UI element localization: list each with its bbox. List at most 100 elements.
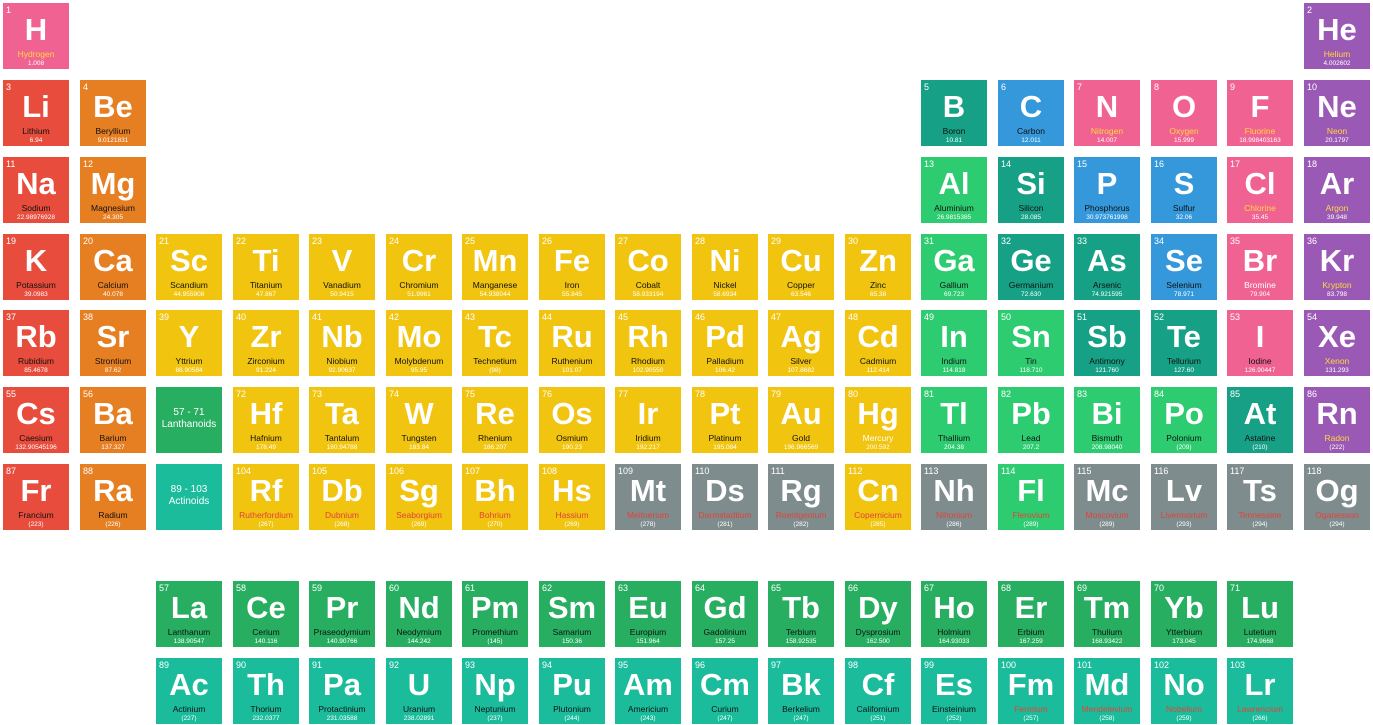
- element-hassium[interactable]: 108 Hs Hassium (269): [539, 464, 605, 530]
- element-lutetium[interactable]: 71 Lu Lutetium 174.9668: [1227, 581, 1293, 647]
- element-chlorine[interactable]: 17 Cl Chlorine 35.45: [1227, 157, 1293, 223]
- element-bohrium[interactable]: 107 Bh Bohrium (270): [462, 464, 528, 530]
- element-copernicium[interactable]: 112 Cn Copernicium (285): [845, 464, 911, 530]
- element-holmium[interactable]: 67 Ho Holmium 164.93033: [921, 581, 987, 647]
- element-meitnerium[interactable]: 109 Mt Meitnerium (278): [615, 464, 681, 530]
- element-copper[interactable]: 29 Cu Copper 63.546: [768, 234, 834, 300]
- element-zinc[interactable]: 30 Zn Zinc 65.38: [845, 234, 911, 300]
- element-roentgenium[interactable]: 111 Rg Roentgenium (282): [768, 464, 834, 530]
- element-fermium[interactable]: 100 Fm Fermium (257): [998, 658, 1064, 724]
- element-silicon[interactable]: 14 Si Silicon 28.085: [998, 157, 1064, 223]
- element-nickel[interactable]: 28 Ni Nickel 58.6934: [692, 234, 758, 300]
- actinoids-placeholder[interactable]: 89 - 103 Actinoids: [156, 464, 222, 530]
- element-uranium[interactable]: 92 U Uranium 238.02891: [386, 658, 452, 724]
- element-europium[interactable]: 63 Eu Europium 151.964: [615, 581, 681, 647]
- element-osmium[interactable]: 76 Os Osmium 190.23: [539, 387, 605, 453]
- element-thallium[interactable]: 81 Tl Thallium 204.38: [921, 387, 987, 453]
- element-tantalum[interactable]: 73 Ta Tantalum 180.94788: [309, 387, 375, 453]
- element-radium[interactable]: 88 Ra Radium (226): [80, 464, 146, 530]
- element-oganesson[interactable]: 118 Og Oganesson (294): [1304, 464, 1370, 530]
- element-oxygen[interactable]: 8 O Oxygen 15.999: [1151, 80, 1217, 146]
- element-nitrogen[interactable]: 7 N Nitrogen 14.007: [1074, 80, 1140, 146]
- element-thulium[interactable]: 69 Tm Thulium 168.93422: [1074, 581, 1140, 647]
- element-polonium[interactable]: 84 Po Polonium (209): [1151, 387, 1217, 453]
- element-bismuth[interactable]: 83 Bi Bismuth 208.98040: [1074, 387, 1140, 453]
- element-tin[interactable]: 50 Sn Tin 118.710: [998, 310, 1064, 376]
- element-hafnium[interactable]: 72 Hf Hafnium 178.49: [233, 387, 299, 453]
- element-berkelium[interactable]: 97 Bk Berkelium (247): [768, 658, 834, 724]
- element-livermorium[interactable]: 116 Lv Livermorium (293): [1151, 464, 1217, 530]
- element-titanium[interactable]: 22 Ti Titanium 47.867: [233, 234, 299, 300]
- lanthanoids-placeholder[interactable]: 57 - 71 Lanthanoids: [156, 387, 222, 453]
- element-molybdenum[interactable]: 42 Mo Molybdenum 95.95: [386, 310, 452, 376]
- element-hydrogen[interactable]: 1 H Hydrogen 1.008: [3, 3, 69, 69]
- element-astatine[interactable]: 85 At Astatine (210): [1227, 387, 1293, 453]
- element-barium[interactable]: 56 Ba Barium 137.327: [80, 387, 146, 453]
- element-magnesium[interactable]: 12 Mg Magnesium 24.305: [80, 157, 146, 223]
- element-beryllium[interactable]: 4 Be Beryllium 9.0121831: [80, 80, 146, 146]
- element-scandium[interactable]: 21 Sc Scandium 44.955908: [156, 234, 222, 300]
- element-helium[interactable]: 2 He Helium 4.002602: [1304, 3, 1370, 69]
- element-francium[interactable]: 87 Fr Francium (223): [3, 464, 69, 530]
- element-promethium[interactable]: 61 Pm Promethium (145): [462, 581, 528, 647]
- element-cobalt[interactable]: 27 Co Cobalt 58.933194: [615, 234, 681, 300]
- element-gold[interactable]: 79 Au Gold 196.966569: [768, 387, 834, 453]
- element-actinium[interactable]: 89 Ac Actinium (227): [156, 658, 222, 724]
- element-dubnium[interactable]: 105 Db Dubnium (268): [309, 464, 375, 530]
- element-gadolinium[interactable]: 64 Gd Gadolinium 157.25: [692, 581, 758, 647]
- element-nihonium[interactable]: 113 Nh Nihonium (286): [921, 464, 987, 530]
- element-ytterbium[interactable]: 70 Yb Ytterbium 173.045: [1151, 581, 1217, 647]
- element-strontium[interactable]: 38 Sr Strontium 87.62: [80, 310, 146, 376]
- element-samarium[interactable]: 62 Sm Samarium 150.36: [539, 581, 605, 647]
- element-calcium[interactable]: 20 Ca Calcium 40.078: [80, 234, 146, 300]
- element-iridium[interactable]: 77 Ir Iridium 192.217: [615, 387, 681, 453]
- element-sulfur[interactable]: 16 S Sulfur 32.06: [1151, 157, 1217, 223]
- element-tungsten[interactable]: 74 W Tungsten 183.84: [386, 387, 452, 453]
- element-plutonium[interactable]: 94 Pu Plutonium (244): [539, 658, 605, 724]
- element-gallium[interactable]: 31 Ga Gallium 69.723: [921, 234, 987, 300]
- element-xenon[interactable]: 54 Xe Xenon 131.293: [1304, 310, 1370, 376]
- element-lanthanum[interactable]: 57 La Lanthanum 138.90547: [156, 581, 222, 647]
- element-lithium[interactable]: 3 Li Lithium 6.94: [3, 80, 69, 146]
- element-thorium[interactable]: 90 Th Thorium 232.0377: [233, 658, 299, 724]
- element-platinum[interactable]: 78 Pt Platinum 195.084: [692, 387, 758, 453]
- element-niobium[interactable]: 41 Nb Niobium 92.90637: [309, 310, 375, 376]
- element-boron[interactable]: 5 B Boron 10.81: [921, 80, 987, 146]
- element-dysprosium[interactable]: 66 Dy Dysprosium 162.500: [845, 581, 911, 647]
- element-fluorine[interactable]: 9 F Fluorine 18.998403163: [1227, 80, 1293, 146]
- element-krypton[interactable]: 36 Kr Krypton 83.798: [1304, 234, 1370, 300]
- element-nobelium[interactable]: 102 No Nobelium (259): [1151, 658, 1217, 724]
- element-cadmium[interactable]: 48 Cd Cadmium 112.414: [845, 310, 911, 376]
- element-chromium[interactable]: 24 Cr Chromium 51.9961: [386, 234, 452, 300]
- element-mercury[interactable]: 80 Hg Mercury 200.592: [845, 387, 911, 453]
- element-phosphorus[interactable]: 15 P Phosphorus 30.973761998: [1074, 157, 1140, 223]
- element-sodium[interactable]: 11 Na Sodium 22.98976928: [3, 157, 69, 223]
- element-caesium[interactable]: 55 Cs Caesium 132.90545196: [3, 387, 69, 453]
- element-antimony[interactable]: 51 Sb Antimony 121.760: [1074, 310, 1140, 376]
- element-americium[interactable]: 95 Am Americium (243): [615, 658, 681, 724]
- element-aluminium[interactable]: 13 Al Aluminium 26.9815385: [921, 157, 987, 223]
- element-lawrencium[interactable]: 103 Lr Lawrencium (266): [1227, 658, 1293, 724]
- element-ruthenium[interactable]: 44 Ru Ruthenium 101.07: [539, 310, 605, 376]
- element-tennessine[interactable]: 117 Ts Tennessine (294): [1227, 464, 1293, 530]
- element-iodine[interactable]: 53 I Iodine 126.90447: [1227, 310, 1293, 376]
- element-indium[interactable]: 49 In Indium 114.818: [921, 310, 987, 376]
- element-rhodium[interactable]: 45 Rh Rhodium 102.90550: [615, 310, 681, 376]
- element-flerovium[interactable]: 114 Fl Flerovium (289): [998, 464, 1064, 530]
- element-moscovium[interactable]: 115 Mc Moscovium (289): [1074, 464, 1140, 530]
- element-silver[interactable]: 47 Ag Silver 107.8682: [768, 310, 834, 376]
- element-neptunium[interactable]: 93 Np Neptunium (237): [462, 658, 528, 724]
- element-bromine[interactable]: 35 Br Bromine 79.904: [1227, 234, 1293, 300]
- element-protactinium[interactable]: 91 Pa Protactinium 231.03588: [309, 658, 375, 724]
- element-radon[interactable]: 86 Rn Radon (222): [1304, 387, 1370, 453]
- element-curium[interactable]: 96 Cm Curium (247): [692, 658, 758, 724]
- element-selenium[interactable]: 34 Se Selenium 78.971: [1151, 234, 1217, 300]
- element-arsenic[interactable]: 33 As Arsenic 74.921595: [1074, 234, 1140, 300]
- element-carbon[interactable]: 6 C Carbon 12.011: [998, 80, 1064, 146]
- element-neon[interactable]: 10 Ne Neon 20.1797: [1304, 80, 1370, 146]
- element-manganese[interactable]: 25 Mn Manganese 54.938044: [462, 234, 528, 300]
- element-californium[interactable]: 98 Cf Californium (251): [845, 658, 911, 724]
- element-zirconium[interactable]: 40 Zr Zirconium 91.224: [233, 310, 299, 376]
- element-einsteinium[interactable]: 99 Es Einsteinium (252): [921, 658, 987, 724]
- element-vanadium[interactable]: 23 V Vanadium 50.9415: [309, 234, 375, 300]
